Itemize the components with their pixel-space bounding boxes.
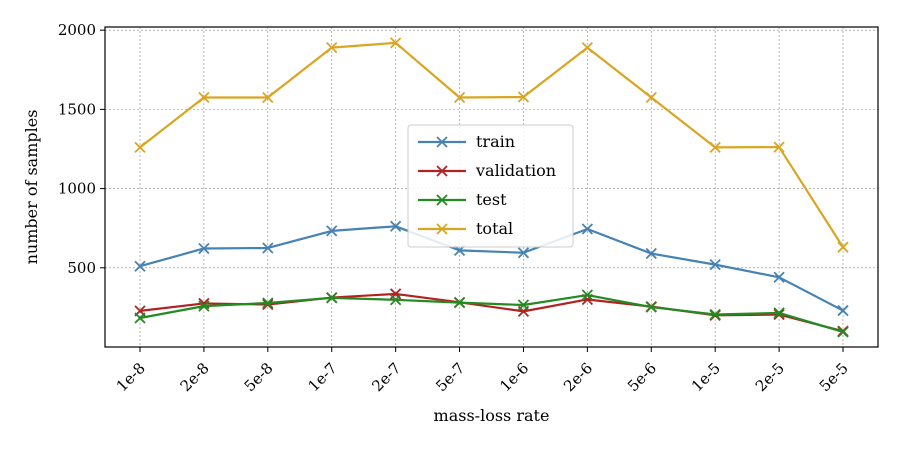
data-point-marker bbox=[517, 299, 530, 311]
plot-frame bbox=[104, 26, 879, 348]
x-tick-label: 5e-7 bbox=[432, 359, 468, 395]
data-point-marker bbox=[262, 91, 274, 104]
series-line-test bbox=[139, 293, 844, 334]
legend-marker bbox=[436, 136, 448, 148]
data-point-marker bbox=[773, 141, 785, 153]
data-point-marker bbox=[581, 223, 594, 235]
x-tick-label: 1e-6 bbox=[496, 359, 532, 395]
data-point-marker bbox=[837, 326, 849, 338]
legend-label: total bbox=[476, 219, 513, 238]
x-tick-label: 1e-5 bbox=[688, 359, 724, 395]
series-line-validation bbox=[139, 292, 844, 333]
data-point-marker bbox=[326, 41, 338, 54]
data-point-marker bbox=[389, 294, 402, 306]
data-point-marker bbox=[517, 247, 530, 259]
legend-item-validation: validation bbox=[418, 161, 556, 180]
data-point-marker bbox=[198, 91, 210, 104]
data-point-marker bbox=[134, 312, 146, 324]
data-point-marker bbox=[262, 297, 274, 309]
data-point-marker bbox=[837, 304, 849, 317]
data-point-marker bbox=[773, 308, 785, 321]
legend-item-total: total bbox=[418, 219, 513, 238]
x-tick-label: 2e-8 bbox=[177, 359, 213, 395]
data-point-marker bbox=[581, 289, 594, 301]
series-line-train bbox=[139, 225, 844, 312]
data-point-marker bbox=[517, 91, 530, 103]
legend-label: train bbox=[476, 132, 515, 151]
data-point-marker bbox=[581, 41, 594, 54]
data-point-marker bbox=[645, 247, 657, 260]
y-tick-label: 1000 bbox=[58, 180, 96, 198]
x-tick-label: 2e-6 bbox=[560, 359, 596, 395]
data-point-marker bbox=[134, 141, 146, 154]
data-point-marker bbox=[709, 258, 721, 271]
x-tick-label: 2e-5 bbox=[752, 359, 788, 395]
data-point-marker bbox=[645, 301, 657, 313]
y-axis-label: number of samples bbox=[22, 110, 41, 265]
data-point-marker bbox=[134, 260, 146, 272]
data-point-marker bbox=[773, 307, 785, 319]
x-tick-label: 2e-7 bbox=[368, 359, 404, 395]
data-point-marker bbox=[389, 220, 402, 232]
data-point-marker bbox=[453, 297, 466, 309]
data-point-marker bbox=[453, 91, 466, 104]
y-tick-label: 2000 bbox=[58, 21, 96, 39]
series-validation bbox=[134, 288, 849, 337]
data-point-marker bbox=[709, 141, 721, 154]
data-point-marker bbox=[389, 37, 402, 49]
data-point-marker bbox=[645, 91, 657, 104]
legend-label: validation bbox=[475, 161, 556, 180]
legend: train validation test total bbox=[407, 124, 574, 248]
x-tick-label: 1e-7 bbox=[304, 359, 340, 395]
data-point-marker bbox=[262, 242, 274, 254]
series-test bbox=[134, 289, 849, 338]
data-point-marker bbox=[709, 308, 721, 321]
series-total bbox=[134, 37, 849, 253]
data-point-marker bbox=[326, 225, 338, 237]
legend-label: test bbox=[476, 190, 507, 209]
x-tick-label: 1e-8 bbox=[113, 359, 149, 395]
legend-item-train: train bbox=[418, 132, 515, 151]
series-line-total bbox=[139, 41, 844, 248]
y-tick-label: 500 bbox=[67, 259, 96, 277]
y-tick-label: 1500 bbox=[58, 100, 96, 118]
data-point-marker bbox=[198, 242, 210, 255]
x-axis-label: mass-loss rate bbox=[434, 406, 550, 425]
data-point-marker bbox=[773, 271, 785, 283]
legend-item-test: test bbox=[418, 190, 507, 209]
x-tick-label: 5e-6 bbox=[624, 359, 660, 395]
data-point-marker bbox=[198, 300, 210, 312]
x-tick-label: 5e-8 bbox=[241, 359, 277, 395]
legend-marker bbox=[436, 223, 448, 235]
data-point-marker bbox=[262, 298, 274, 311]
data-point-marker bbox=[837, 241, 849, 253]
legend-marker bbox=[436, 165, 448, 177]
legend-marker bbox=[436, 194, 448, 206]
series-group bbox=[134, 37, 849, 338]
data-point-marker bbox=[326, 292, 338, 304]
x-tick-label: 5e-5 bbox=[816, 359, 852, 395]
series-train bbox=[134, 220, 849, 317]
legend-box bbox=[407, 124, 574, 248]
